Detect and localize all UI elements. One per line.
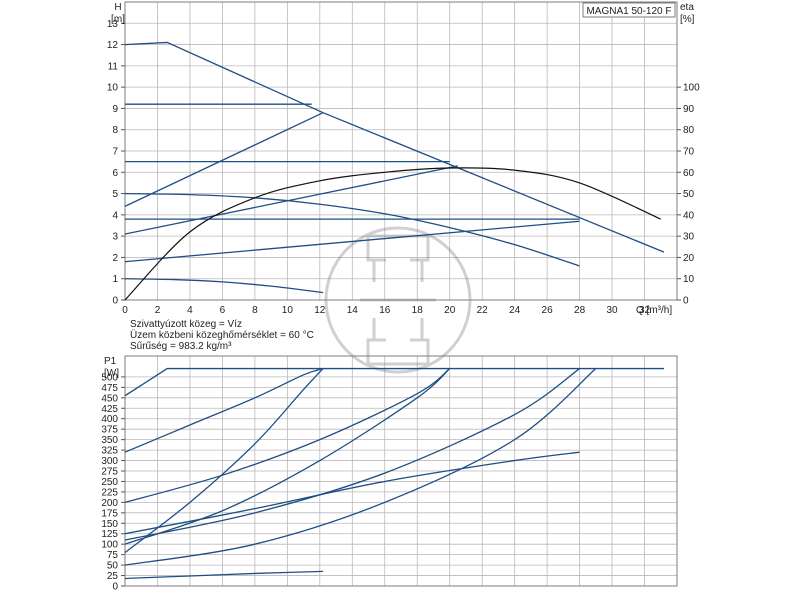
p1-tick-label: 300 — [101, 456, 118, 467]
watermark-logo — [324, 226, 472, 374]
y-tick-label: 7 — [112, 147, 118, 158]
series-p1-curve-to-320 — [124, 451, 580, 535]
y-tick-label: 2 — [112, 253, 118, 264]
y-tick-label: 10 — [107, 83, 119, 94]
series-proportional-pressure-low — [124, 220, 580, 263]
p1-tick-label: 275 — [101, 467, 118, 478]
series-min-curve-2 — [124, 192, 580, 267]
x-tick-label: 32 — [639, 305, 651, 316]
series-efficiency-curves-eta — [124, 167, 662, 301]
p1-tick-label: 350 — [101, 435, 118, 446]
y-tick-label: 6 — [112, 168, 118, 179]
x-axis-label: Q [m³/h] — [636, 305, 672, 316]
series-p1-max-power — [124, 367, 665, 397]
series-p1-p-200-w — [124, 368, 451, 503]
p1-tick-label: 250 — [101, 477, 118, 488]
x-tick-label: 22 — [477, 305, 489, 316]
medium-note: Üzem közbeni közeghőmérséklet = 60 °C — [130, 329, 314, 341]
series-proportional-pressure-medium — [124, 165, 458, 235]
title-box — [582, 2, 676, 18]
x-tick-label: 0 — [122, 305, 128, 316]
x-tick-label: 2 — [155, 305, 161, 316]
series-p1-curve-ending-20 — [124, 368, 451, 545]
p1-tick-label: 50 — [107, 561, 119, 572]
p1-tick-label: 100 — [101, 540, 118, 551]
series-proportional-pressure-high — [124, 112, 324, 207]
x-tick-label: 6 — [220, 305, 226, 316]
x-tick-label: 24 — [509, 305, 521, 316]
series-p1-curve-ending-28 — [124, 368, 597, 566]
p1-tick-label: 75 — [107, 550, 119, 561]
y-tick-label: 0 — [112, 296, 118, 307]
y-tick-label: 8 — [112, 125, 118, 136]
p1-tick-label: 175 — [101, 508, 118, 519]
p1-tick-label: 400 — [101, 414, 118, 425]
watermark-mark — [360, 234, 436, 366]
medium-note: Sűrűség = 983.2 kg/m³ — [130, 341, 232, 352]
y-tick-label: 5 — [112, 189, 118, 200]
p1-tick-label: 375 — [101, 425, 118, 436]
x-tick-label: 14 — [347, 305, 359, 316]
frame-layer — [121, 1, 681, 587]
p1-tick-label: 450 — [101, 393, 118, 404]
p1-tick-label: 325 — [101, 446, 118, 457]
x-tick-label: 4 — [187, 305, 193, 316]
x-tick-label: 30 — [606, 305, 618, 316]
series-p1-curve-ending-12-2 — [124, 368, 324, 554]
y-axis-unit: [m] — [111, 14, 125, 25]
chart-title: MAGNA1 50-120 F — [586, 6, 671, 17]
series-p1-p-110-w — [124, 368, 580, 541]
watermark-circle — [324, 226, 472, 374]
y2-tick-label: 80 — [683, 125, 695, 136]
x-tick-label: 10 — [282, 305, 294, 316]
y2-tick-label: 10 — [683, 274, 695, 285]
x-tick-label: 8 — [252, 305, 258, 316]
y2-axis-label: eta — [680, 2, 694, 13]
p1-tick-label: 25 — [107, 571, 119, 582]
y-tick-label: 12 — [107, 40, 119, 51]
grid-layer — [124, 2, 677, 587]
series-p1-min-power — [124, 570, 324, 580]
x-tick-label: 26 — [542, 305, 554, 316]
p1-tick-label: 425 — [101, 404, 118, 415]
y2-tick-label: 30 — [683, 232, 695, 243]
p1-tick-label: 125 — [101, 529, 118, 540]
y2-axis-unit: [%] — [680, 14, 695, 25]
y2-tick-label: 60 — [683, 168, 695, 179]
y-tick-label: 1 — [112, 274, 118, 285]
x-tick-label: 28 — [574, 305, 586, 316]
p1-tick-label: 500 — [101, 372, 118, 383]
x-tick-label: 20 — [444, 305, 456, 316]
y-tick-label: 3 — [112, 232, 118, 243]
p1-tick-label: 0 — [112, 582, 118, 593]
series-p1-p-320-w — [124, 367, 324, 453]
medium-note: Szivattyúzott közeg = Víz — [130, 319, 242, 330]
y-axis-label: H — [114, 2, 121, 13]
p1-tick-label: 475 — [101, 383, 118, 394]
y-tick-label: 13 — [107, 19, 119, 30]
y2-tick-label: 90 — [683, 104, 695, 115]
y-tick-label: 9 — [112, 104, 118, 115]
x-tick-label: 16 — [379, 305, 391, 316]
series-layer — [124, 41, 665, 580]
x-tick-label: 12 — [314, 305, 326, 316]
y2-tick-label: 20 — [683, 253, 695, 264]
series-max-curve — [124, 41, 665, 253]
p1-axis-label: P1 — [104, 356, 117, 367]
y2-tick-label: 100 — [683, 83, 700, 94]
y-tick-label: 11 — [108, 61, 119, 72]
y2-tick-label: 40 — [683, 210, 695, 221]
y-tick-label: 4 — [112, 210, 118, 221]
y2-tick-label: 70 — [683, 147, 695, 158]
p1-tick-label: 225 — [101, 487, 118, 498]
p1-axis-unit: [W] — [104, 368, 119, 379]
x-tick-label: 18 — [412, 305, 424, 316]
p1-tick-label: 150 — [101, 519, 118, 530]
y2-tick-label: 50 — [683, 189, 695, 200]
text-layer: 0 2 4 6 8 10 12 14 16 18 20 22 24 26 28 30 3201234567891… — [101, 2, 700, 593]
p1-tick-label: 200 — [101, 498, 118, 509]
series-min-curve-1 — [124, 278, 324, 294]
y2-tick-label: 0 — [683, 296, 689, 307]
